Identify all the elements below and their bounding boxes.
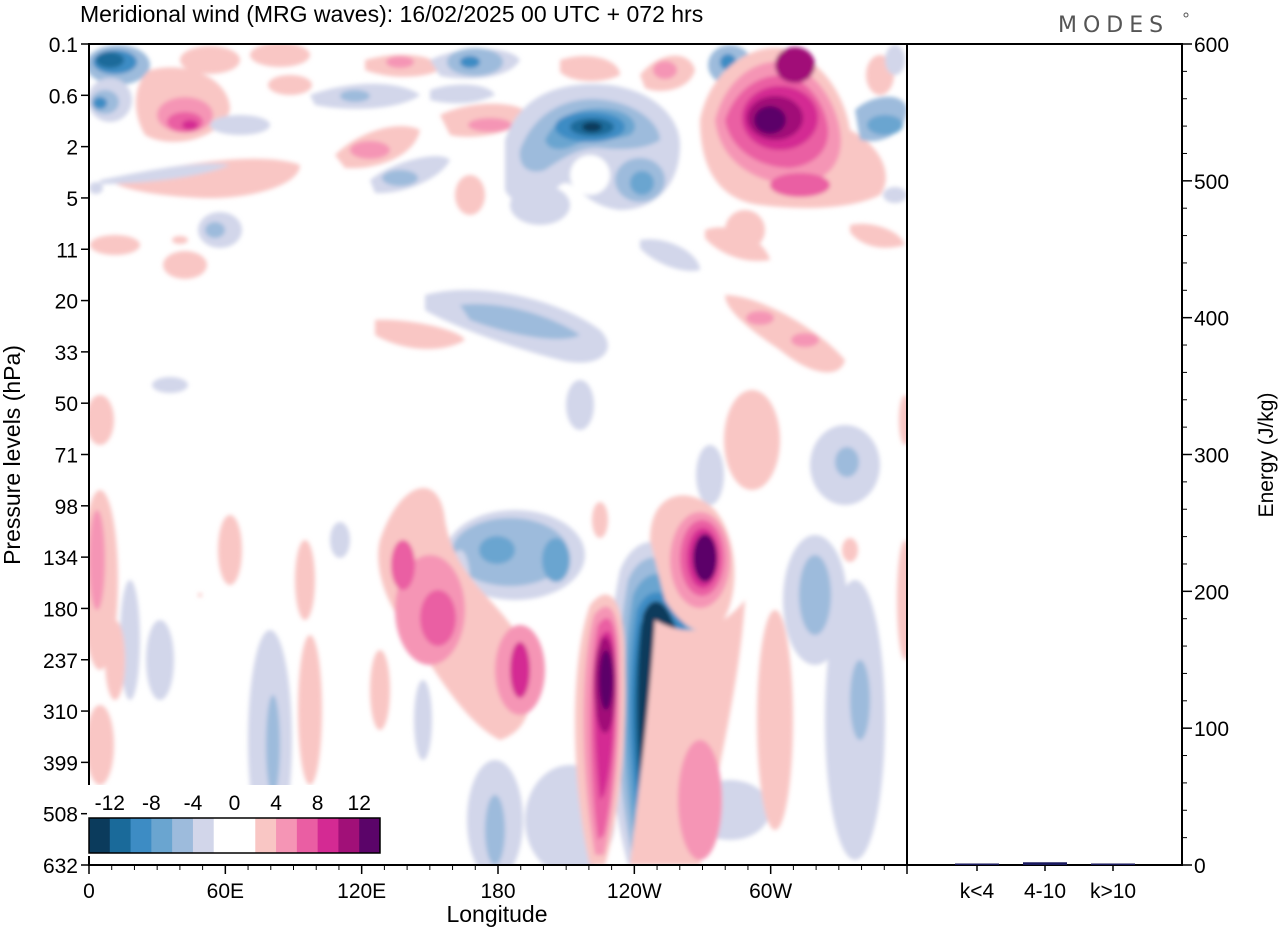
- energy-panel-frame: [906, 43, 1183, 866]
- colorbar-swatch: [192, 818, 215, 853]
- colorbar-label: 8: [312, 792, 324, 815]
- colorbar-label: -8: [142, 792, 161, 815]
- colorbar-swatch: [276, 818, 298, 853]
- energy-tick-label: 300: [1194, 445, 1229, 468]
- negative-anomaly-scattered: [120, 380, 885, 865]
- pressure-tick-label: 11: [56, 239, 78, 262]
- energy-category-label: k<4: [960, 880, 995, 903]
- colorbar-swatch: [89, 818, 111, 853]
- energy-bar: [955, 863, 999, 865]
- upper-level-features: [89, 44, 907, 250]
- pressure-tick-label: 71: [55, 445, 78, 468]
- pressure-tick-label: 237: [43, 650, 78, 673]
- pressure-tick-label: 33: [55, 342, 78, 365]
- colorbar-swatch: [255, 818, 277, 853]
- pressure-tick-label: 399: [43, 752, 78, 775]
- contour-field: [89, 44, 907, 865]
- colorbar-swatch: [234, 818, 256, 853]
- colorbar-swatch: [317, 818, 339, 853]
- colorbar-label: 0: [229, 792, 241, 815]
- pressure-tick-label: 0.1: [49, 34, 78, 57]
- pressure-tick-label: 50: [55, 393, 78, 416]
- longitude-tick-label: 60E: [207, 880, 244, 903]
- longitude-tick-label: 0: [83, 880, 95, 903]
- pressure-tick-label: 508: [43, 804, 78, 827]
- longitude-tick-label: 120W: [607, 880, 662, 903]
- pressure-tick-label: 0.6: [49, 85, 78, 108]
- colorbar-swatch: [213, 818, 235, 853]
- positive-anomaly-160e: [378, 487, 545, 740]
- energy-bar: [1023, 862, 1067, 865]
- chart-title: Meridional wind (MRG waves): 16/02/2025 …: [80, 1, 703, 27]
- energy-axis-label: Energy (J/kg): [1255, 393, 1278, 518]
- colorbar-label: -12: [95, 792, 125, 815]
- pressure-axis: 0.1 0.6 2 5 11 20 33 50 71 98 134 180 237 310 399 508 63…: [43, 34, 89, 878]
- longitude-tick-label: 60W: [749, 880, 792, 903]
- colorbar-label: 12: [348, 792, 371, 815]
- longitude-tick-label: 120E: [337, 880, 386, 903]
- colorbar: -12 -8 -4 0 4 8 12: [87, 785, 382, 856]
- mid-level-bands: [90, 212, 905, 393]
- colorbar-swatch: [172, 818, 194, 853]
- energy-bars: k<4 4-10 k>10: [955, 862, 1136, 903]
- energy-tick-label: 600: [1194, 34, 1229, 57]
- logo-registered-icon: [1183, 12, 1189, 18]
- pressure-tick-label: 180: [43, 598, 78, 621]
- colorbar-label: 4: [270, 792, 282, 815]
- colorbar-swatch: [151, 818, 173, 853]
- y-axis-label: Pressure levels (hPa): [0, 345, 25, 565]
- colorbar-swatch: [109, 818, 132, 853]
- negative-anomaly-180-upper: [445, 510, 585, 600]
- positive-anomaly-130w: [575, 594, 626, 865]
- colorbar-swatch: [338, 818, 360, 853]
- energy-category-label: 4-10: [1024, 880, 1066, 903]
- energy-category-label: k>10: [1090, 880, 1136, 903]
- pressure-tick-label: 134: [43, 547, 78, 570]
- x-axis-label: Longitude: [446, 901, 547, 927]
- modes-logo: MODES: [1058, 13, 1169, 38]
- energy-tick-label: 100: [1194, 718, 1229, 741]
- longitude-tick-label: 180: [480, 880, 515, 903]
- energy-tick-label: 0: [1194, 855, 1206, 878]
- colorbar-label: -4: [184, 792, 203, 815]
- pressure-tick-label: 5: [66, 188, 78, 211]
- colorbar-frame: [88, 817, 381, 854]
- energy-axis: 0 100 200 300 400 500 600: [1182, 34, 1229, 878]
- colorbar-swatch: [296, 818, 319, 853]
- longitude-axis: 0 60E 120E 180 120W 60W: [83, 865, 908, 903]
- pressure-tick-label: 20: [55, 291, 78, 314]
- pressure-tick-label: 2: [66, 137, 78, 160]
- colorbar-swatch: [130, 818, 152, 853]
- energy-bar: [1091, 863, 1135, 865]
- energy-tick-label: 400: [1194, 308, 1229, 331]
- positive-anomaly-scattered: [89, 390, 907, 830]
- colorbar-swatch: [359, 818, 381, 853]
- pressure-tick-label: 632: [43, 855, 78, 878]
- energy-tick-label: 200: [1194, 581, 1229, 604]
- positive-anomaly-100w: [630, 495, 745, 865]
- pressure-tick-label: 98: [55, 496, 78, 519]
- pressure-tick-label: 310: [43, 701, 78, 724]
- energy-tick-label: 500: [1194, 171, 1229, 194]
